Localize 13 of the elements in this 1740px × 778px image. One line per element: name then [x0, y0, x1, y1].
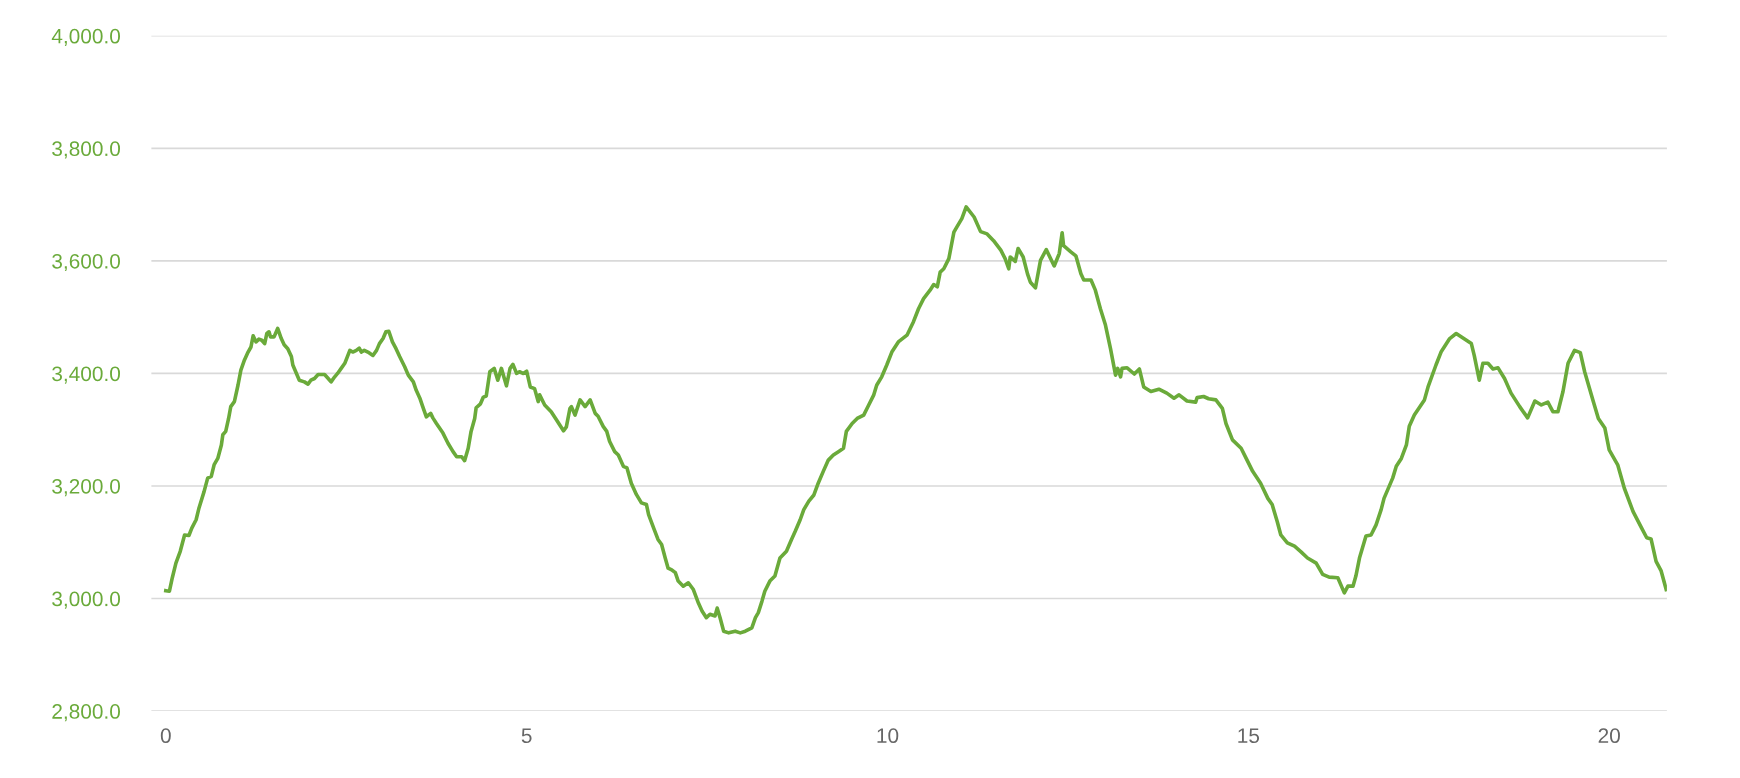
x-tick-label: 10 [877, 728, 899, 744]
y-tick-label: 3,400.0 [52, 366, 121, 384]
x-tick-label: 5 [521, 728, 532, 744]
y-tick-label: 3,000.0 [52, 591, 121, 609]
line-series [164, 205, 1667, 635]
y-tick-label: 3,800.0 [52, 141, 121, 159]
x-tick-label: 0 [160, 728, 171, 744]
y-tick-label: 4,000.0 [51, 28, 121, 46]
y-tick-label: 2,800.0 [52, 704, 121, 722]
y-tick-label: 3,600.0 [52, 253, 121, 272]
x-tick-label: 20 [1598, 728, 1620, 744]
y-tick-label: 3,200.0 [52, 478, 121, 497]
x-tick-label: 15 [1238, 728, 1260, 744]
